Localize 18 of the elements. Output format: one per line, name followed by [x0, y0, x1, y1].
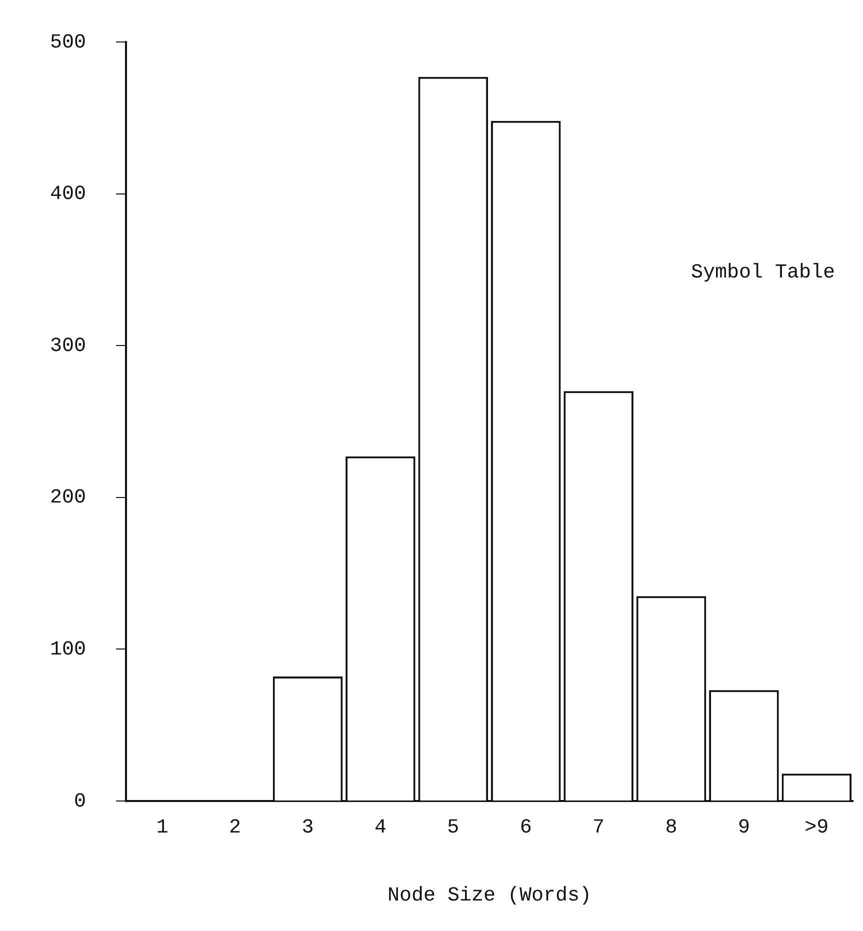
- x-tick-label: 8: [665, 816, 678, 840]
- x-tick-label: 6: [520, 816, 532, 840]
- x-tick-label: 7: [592, 816, 605, 840]
- y-tick-label: 400: [50, 183, 86, 206]
- x-tick-label: 2: [229, 816, 242, 840]
- x-tick-label: 1: [156, 816, 168, 840]
- y-tick-label: 300: [50, 334, 86, 358]
- y-tick-label: 100: [50, 638, 86, 662]
- annotation: Symbol Table: [690, 261, 836, 284]
- x-tick-label: >9: [804, 816, 829, 840]
- x-axis-title: Node Size (Words): [387, 884, 592, 908]
- x-tick-label: 9: [738, 816, 750, 840]
- x-tick-label: 3: [302, 816, 314, 840]
- x-tick-label: 4: [374, 816, 386, 840]
- y-tick-label: 200: [50, 486, 86, 510]
- y-tick-label: 0: [74, 790, 86, 814]
- y-tick-label: 500: [50, 31, 86, 54]
- x-tick-label: 5: [447, 816, 460, 840]
